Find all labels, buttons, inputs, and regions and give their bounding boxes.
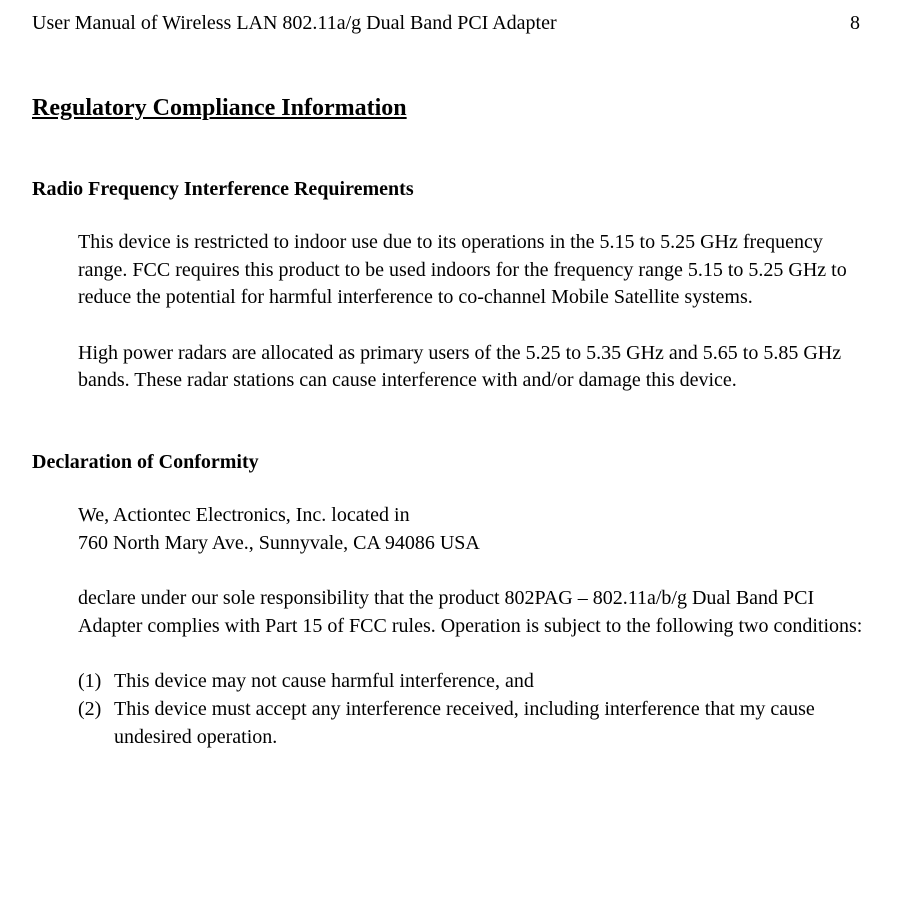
section2-para1: declare under our sole responsibility th…	[78, 585, 870, 640]
document-header: User Manual of Wireless LAN 802.11a/g Du…	[32, 12, 870, 35]
main-heading: Regulatory Compliance Information	[32, 95, 870, 122]
list-text-1: This device may not cause harmful interf…	[114, 668, 870, 696]
section2-heading: Declaration of Conformity	[32, 451, 870, 474]
list-text-2: This device must accept any interference…	[114, 696, 870, 751]
header-title: User Manual of Wireless LAN 802.11a/g Du…	[32, 12, 557, 35]
page-number: 8	[850, 12, 870, 35]
address-line1: We, Actiontec Electronics, Inc. located …	[78, 502, 870, 530]
section2-address: We, Actiontec Electronics, Inc. located …	[78, 502, 870, 557]
address-line2: 760 North Mary Ave., Sunnyvale, CA 94086…	[78, 530, 870, 558]
list-item: (1) This device may not cause harmful in…	[78, 668, 870, 696]
section1-heading: Radio Frequency Interference Requirement…	[32, 178, 870, 201]
list-item: (2) This device must accept any interfer…	[78, 696, 870, 751]
list-marker-2: (2)	[78, 696, 114, 751]
conditions-list: (1) This device may not cause harmful in…	[78, 668, 870, 751]
section1-para1: This device is restricted to indoor use …	[78, 229, 870, 312]
section1-para2: High power radars are allocated as prima…	[78, 340, 870, 395]
list-marker-1: (1)	[78, 668, 114, 696]
